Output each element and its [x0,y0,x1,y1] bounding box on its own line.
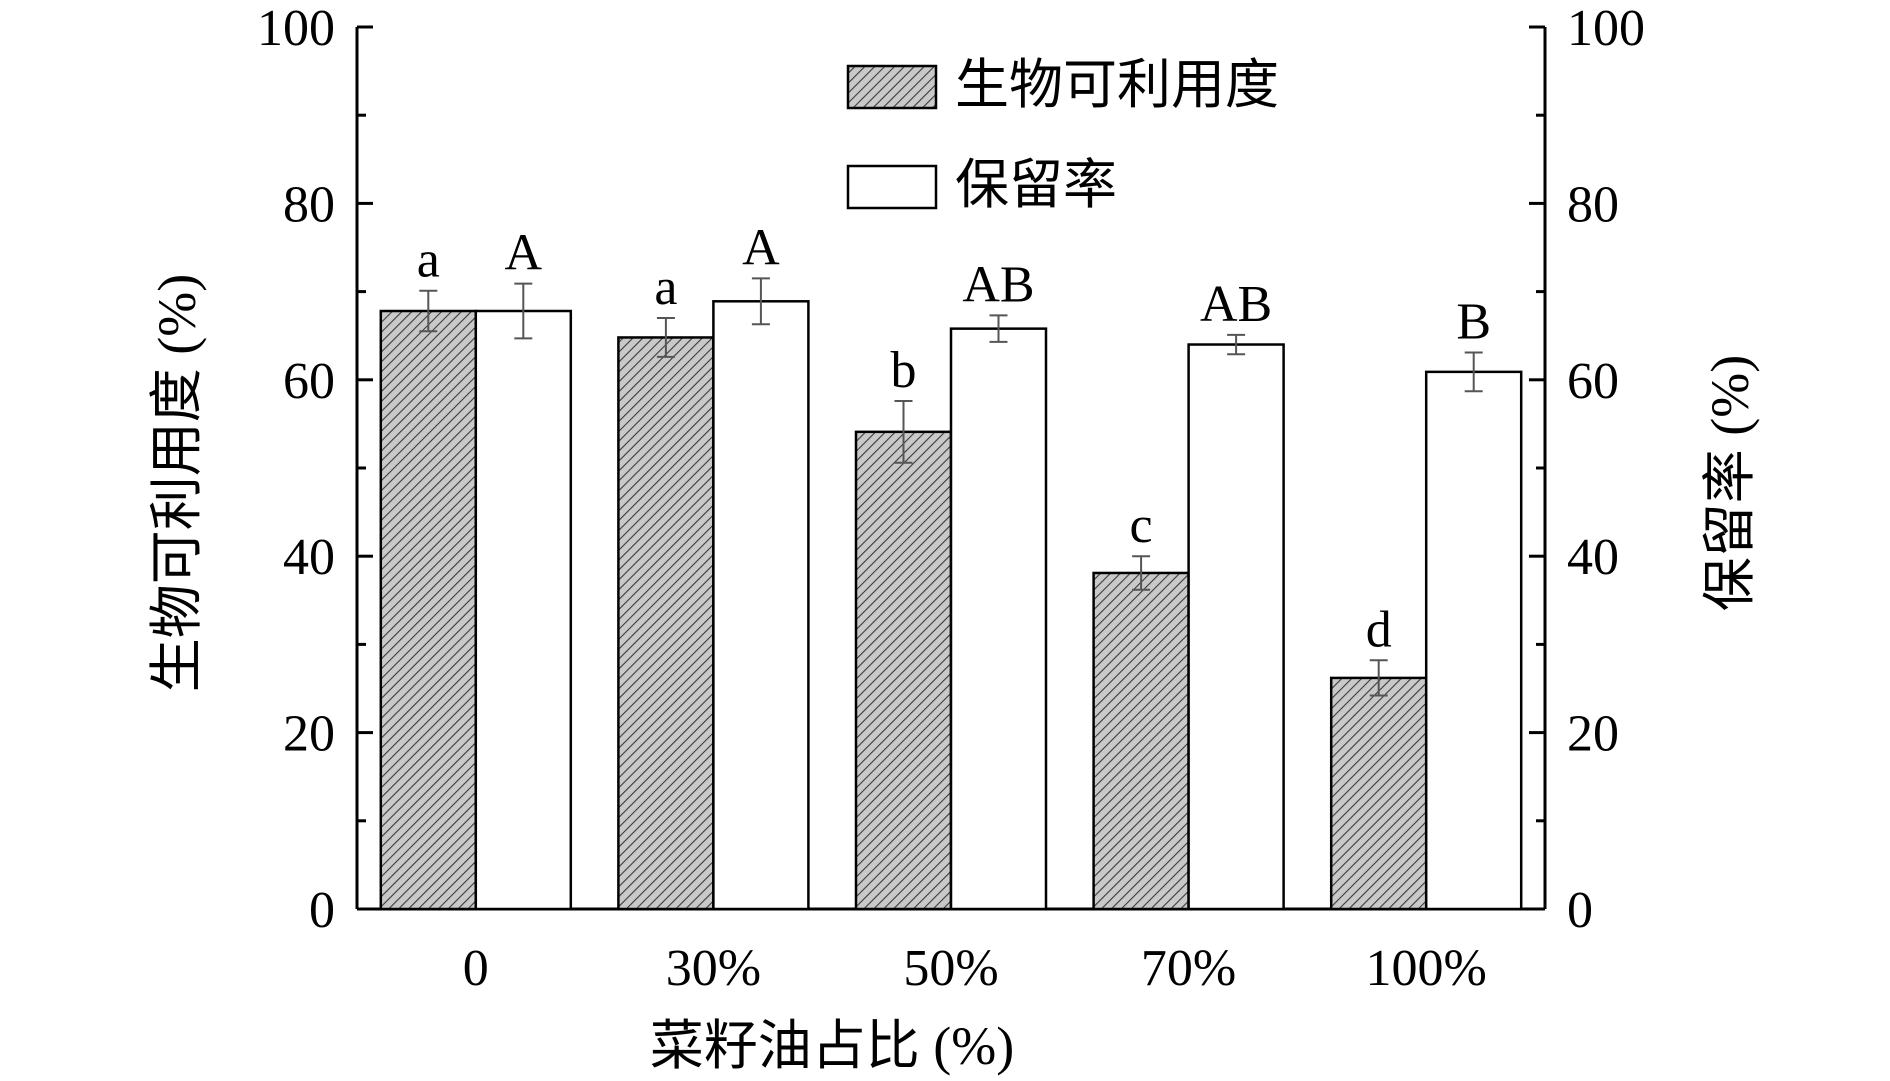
legend-swatch-solid [846,164,938,210]
bioavailability-bar [1092,571,1190,911]
x-axis-label: 菜籽油占比 (%) [650,1016,1014,1076]
significance-label: a [654,259,677,316]
y-tick-label-right: 60 [1567,353,1619,410]
y-axis-label-left: 生物可利用度 (%) [147,274,207,692]
significance-label: AB [1200,276,1272,333]
x-tick-label: 50% [903,940,998,997]
y-tick-label-left: 40 [283,529,335,586]
significance-label: B [1456,293,1491,350]
legend-swatch-hatched [846,64,938,110]
y-tick-label-left: 20 [283,706,335,763]
y-tick-label-left: 0 [309,882,335,939]
y-tick-label-left: 80 [283,176,335,233]
bioavailability-bar [1329,676,1428,911]
tick-labels: 0 0 20 20 40 40 60 60 80 80 100 100 0 30% 50% 70% 100% [257,0,1645,997]
legend-label-series-2: 保留率 [955,155,1117,215]
y-tick-label-right: 100 [1567,0,1645,57]
significance-label: A [505,225,543,282]
bioavailability-bar [379,309,478,911]
y-tick-label-left: 100 [257,0,335,57]
significance-label: c [1130,497,1153,554]
significance-label: AB [962,256,1034,313]
significance-label: A [742,219,780,276]
x-tick-label: 70% [1141,940,1236,997]
y-axis-label-right: 保留率 (%) [1700,355,1760,611]
retention-bar [949,327,1048,911]
bars [379,277,1523,911]
letter-marks: a Aa Ab AB c AB d B [417,219,1491,658]
x-tick-label: 30% [666,940,761,997]
x-tick-label: 100% [1366,940,1487,997]
retention-bar [1187,343,1285,911]
x-tick-label: 0 [463,940,489,997]
y-tick-label-right: 20 [1567,706,1619,763]
bioavailability-bar [854,430,953,911]
y-tick-label-right: 80 [1567,176,1619,233]
y-tick-label-left: 60 [283,353,335,410]
retention-bar [1424,370,1523,911]
significance-label: d [1366,601,1392,658]
bioavailability-bar [617,336,715,911]
significance-label: a [417,232,440,289]
retention-bar [712,300,810,911]
legend: 生物可利用度 保留率 [846,55,1279,215]
significance-label: b [891,342,917,399]
legend-label-series-1: 生物可利用度 [955,55,1279,115]
y-tick-label-right: 40 [1567,529,1619,586]
y-tick-label-right: 0 [1567,882,1593,939]
retention-bar [474,309,573,911]
